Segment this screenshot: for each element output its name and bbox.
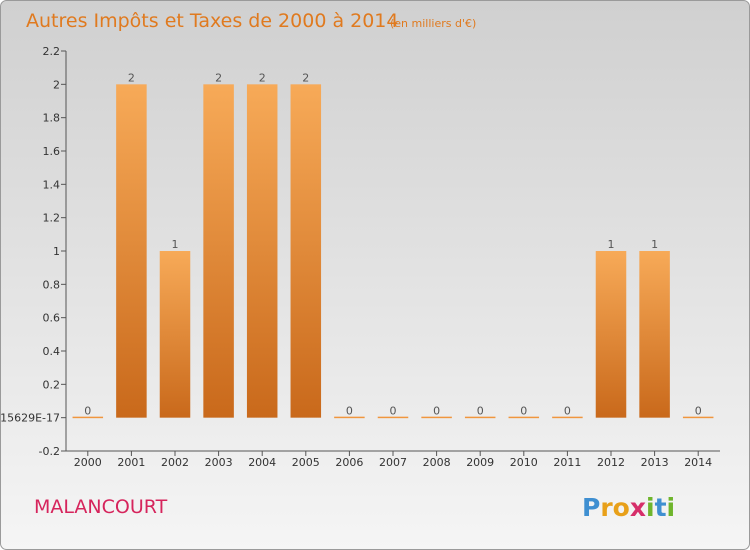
bar bbox=[552, 416, 583, 419]
bar bbox=[203, 84, 234, 418]
bar-value-label: 0 bbox=[390, 405, 397, 418]
value-labels: 0 2 1 2 2 2 0 0 0 0 0 0 1 1 0 bbox=[84, 71, 701, 417]
y-tick-label: 0.2 bbox=[43, 378, 61, 391]
x-tick-label: 2011 bbox=[553, 456, 581, 469]
x-tick-label: 2003 bbox=[205, 456, 233, 469]
proxiti-logo: Proxiti bbox=[582, 493, 675, 522]
y-tick-label: 0.4 bbox=[43, 345, 61, 358]
logo-letter: i bbox=[646, 493, 655, 522]
logo-letter: x bbox=[630, 493, 646, 522]
bar-value-label: 0 bbox=[695, 405, 702, 418]
x-tick-label: 2002 bbox=[161, 456, 189, 469]
x-tick-label: 2008 bbox=[423, 456, 451, 469]
x-tick-label: 2001 bbox=[117, 456, 145, 469]
x-tick-label: 2013 bbox=[641, 456, 669, 469]
bar bbox=[159, 251, 191, 418]
bar bbox=[464, 416, 496, 419]
y-tick-label: 0.8 bbox=[43, 278, 61, 291]
bar bbox=[116, 84, 147, 418]
bar-value-label: 1 bbox=[172, 238, 179, 251]
logo-letter: i bbox=[667, 493, 676, 522]
x-tick-label: 2004 bbox=[248, 456, 276, 469]
bar-value-label: 1 bbox=[651, 238, 658, 251]
logo-letter: r bbox=[600, 493, 613, 522]
bar-value-label: 1 bbox=[608, 238, 615, 251]
y-tick-label: 2.2 bbox=[43, 45, 61, 58]
chart-subtitle: (en milliers d'€) bbox=[390, 17, 476, 30]
x-tick-label: 2005 bbox=[292, 456, 320, 469]
bar-value-label: 2 bbox=[215, 71, 222, 84]
bar bbox=[682, 416, 714, 419]
bar-value-label: 0 bbox=[520, 405, 527, 418]
bar bbox=[595, 251, 627, 418]
bar-value-label: 2 bbox=[128, 71, 135, 84]
y-tick-label: 1.8 bbox=[43, 112, 61, 125]
bar bbox=[508, 416, 540, 419]
chart-title: Autres Impôts et Taxes de 2000 à 2014 bbox=[26, 10, 399, 32]
logo-letter: o bbox=[613, 493, 630, 522]
commune-name: MALANCOURT bbox=[34, 496, 168, 518]
bar bbox=[421, 416, 452, 419]
bar-value-label: 0 bbox=[346, 405, 353, 418]
x-tick-label: 2010 bbox=[510, 456, 538, 469]
y-tick-label: 1 bbox=[53, 245, 60, 258]
logo-letter: P bbox=[582, 493, 600, 522]
bars bbox=[72, 84, 714, 419]
bar-value-label: 0 bbox=[433, 405, 440, 418]
y-tick-label: 2 bbox=[53, 78, 60, 91]
bar-value-label: 0 bbox=[84, 405, 91, 418]
y-tick-label: -0.2 bbox=[39, 445, 60, 458]
bar bbox=[334, 416, 365, 419]
bar-value-label: 2 bbox=[259, 71, 266, 84]
bar bbox=[639, 251, 670, 418]
bar-value-label: 0 bbox=[477, 405, 484, 418]
x-tick-label: 2009 bbox=[466, 456, 494, 469]
y-tick-label: 0.6 bbox=[43, 312, 61, 325]
y-tick-label: 1.4 bbox=[43, 178, 61, 191]
bar bbox=[72, 416, 104, 419]
bar bbox=[377, 416, 409, 419]
x-tick-label: 2000 bbox=[74, 456, 102, 469]
y-tick-label: 1.2 bbox=[43, 212, 61, 225]
axes: -0.2 -15629E-17 0.2 0.4 0.6 0.8 1 1.2 1.4 1.6 1.8 2… bbox=[0, 45, 720, 469]
bar-value-label: 2 bbox=[302, 71, 309, 84]
x-tick-label: 2007 bbox=[379, 456, 407, 469]
x-tick-label: 2012 bbox=[597, 456, 625, 469]
bar bbox=[290, 84, 322, 418]
logo-letter: t bbox=[655, 493, 667, 522]
bar bbox=[246, 84, 278, 418]
y-tick-label: -15629E-17 bbox=[0, 412, 60, 425]
y-tick-label: 1.6 bbox=[43, 145, 61, 158]
x-tick-label: 2006 bbox=[335, 456, 363, 469]
x-tick-label: 2014 bbox=[684, 456, 712, 469]
bar-value-label: 0 bbox=[564, 405, 571, 418]
